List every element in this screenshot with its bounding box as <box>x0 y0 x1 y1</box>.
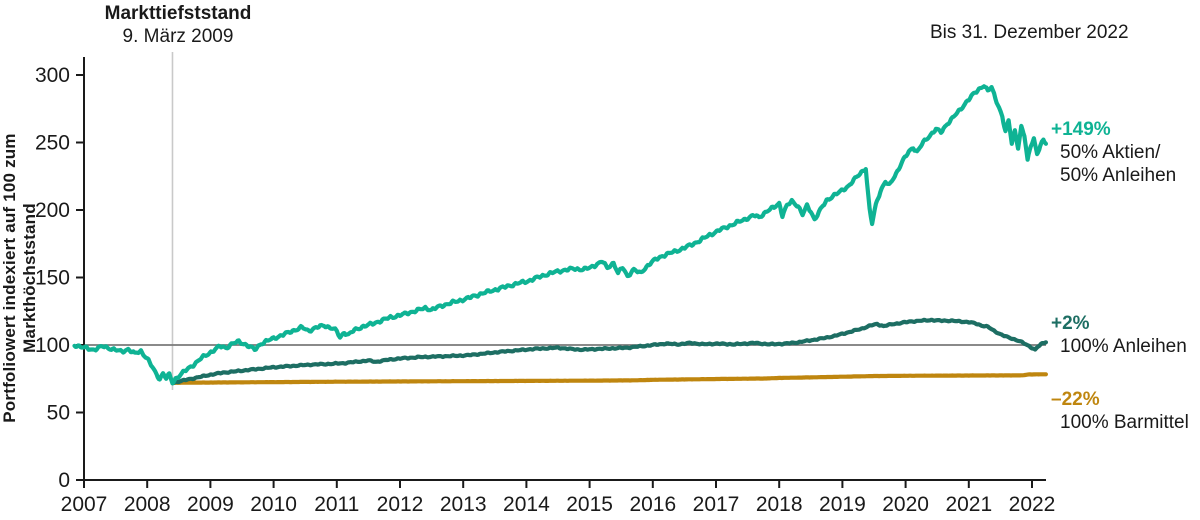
return-pct-stocks-bonds: +149% <box>1051 119 1111 140</box>
y-tick-label: 100 <box>35 334 70 357</box>
x-tick-label: 2022 <box>1009 493 1056 516</box>
y-tick-label: 300 <box>35 64 70 87</box>
x-tick-label: 2017 <box>693 493 740 516</box>
y-tick-label: 0 <box>58 469 70 492</box>
x-tick-label: 2015 <box>566 493 613 516</box>
series-name-cash: 100% Barmittel <box>1060 412 1189 433</box>
y-tick-label: 50 <box>47 402 70 425</box>
x-tick-label: 2019 <box>819 493 866 516</box>
market-low-annotation: Markttiefststand 9. März 2009 <box>78 2 278 48</box>
y-tick-label: 200 <box>35 199 70 222</box>
x-tick-label: 2008 <box>124 493 171 516</box>
x-tick-label: 2014 <box>503 493 550 516</box>
series-name-bonds: 100% Anleihen <box>1060 336 1187 357</box>
x-tick-label: 2013 <box>440 493 487 516</box>
x-tick-label: 2009 <box>187 493 234 516</box>
series-line-stocks-bonds <box>72 84 1049 386</box>
return-pct-bonds: +2% <box>1051 313 1090 334</box>
market-low-title: Markttiefststand <box>104 3 252 24</box>
x-tick-label: 2020 <box>882 493 929 516</box>
market-low-date: 9. März 2009 <box>122 26 234 47</box>
x-tick-label: 2011 <box>314 493 359 516</box>
series-label-bonds: +2% 100% Anleihen <box>1051 312 1187 358</box>
series-line-cash <box>170 372 1049 385</box>
y-tick-label: 250 <box>35 132 70 155</box>
x-tick-label: 2018 <box>756 493 803 516</box>
series-label-cash: –22% 100% Barmittel <box>1051 388 1189 434</box>
series-label-stocks-bonds: +149% 50% Aktien/ 50% Anleihen <box>1051 118 1176 187</box>
y-tick-label: 150 <box>35 267 70 290</box>
return-pct-cash: –22% <box>1051 389 1100 410</box>
series-line-bonds <box>170 317 1049 386</box>
x-tick-label: 2010 <box>250 493 297 516</box>
y-axis-title: Portfoliowert indexiert auf 100 zum Mark… <box>0 133 39 423</box>
x-tick-label: 2007 <box>61 493 108 516</box>
x-tick-label: 2016 <box>629 493 676 516</box>
series-name-stocks-line2: 50% Anleihen <box>1060 165 1177 186</box>
x-tick-label: 2012 <box>377 493 424 516</box>
series-name-stocks-line1: 50% Aktien/ <box>1060 142 1161 163</box>
x-tick-label: 2021 <box>945 493 992 516</box>
end-date-note: Bis 31. Dezember 2022 <box>930 22 1129 43</box>
